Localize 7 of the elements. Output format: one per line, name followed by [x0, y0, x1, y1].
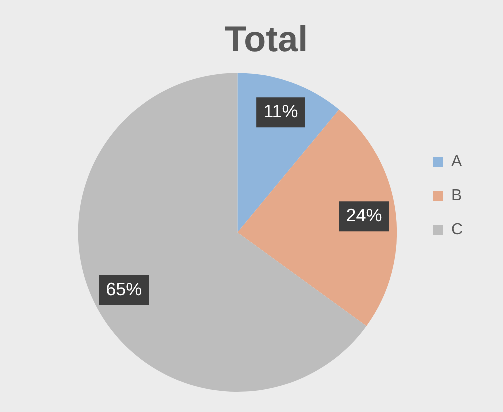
- legend-label: C: [451, 221, 464, 238]
- legend-label: A: [451, 153, 462, 170]
- data-label: 24%: [346, 206, 382, 226]
- legend-label: B: [451, 187, 462, 204]
- data-label: 65%: [106, 279, 142, 300]
- chart-title: Total: [224, 18, 308, 60]
- data-label: 11%: [264, 102, 298, 122]
